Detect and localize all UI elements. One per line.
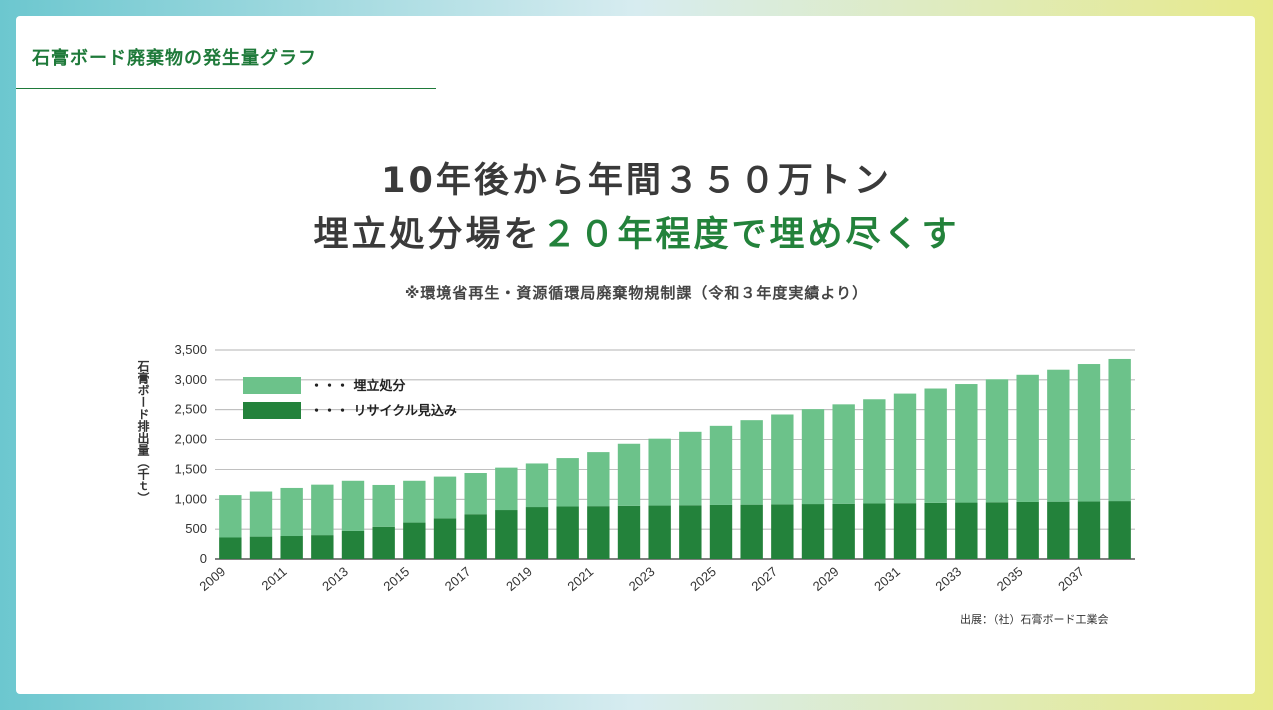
y-axis-label: 石膏ボード排出量（千ｔ） <box>136 360 150 504</box>
headline-line-2-prefix: 埋立処分場を <box>313 215 542 255</box>
y-tick-label: 3,000 <box>174 372 207 387</box>
bar-recycle <box>341 530 365 559</box>
headline-line-1: 10年後から年間３５０万トン <box>381 161 892 201</box>
x-tick-label: 2023 <box>626 564 658 594</box>
bar-landfill <box>893 393 917 504</box>
x-tick-label: 2009 <box>196 564 228 594</box>
bar-recycle <box>219 537 242 559</box>
x-tick-label: 2021 <box>564 564 596 594</box>
x-tick-label: 2035 <box>994 564 1026 594</box>
y-tick-label: 0 <box>200 551 207 566</box>
bar-recycle <box>740 504 763 559</box>
bar-landfill <box>679 431 702 506</box>
bar-landfill <box>709 425 733 505</box>
bar-recycle <box>525 507 549 559</box>
bar-recycle <box>433 518 457 559</box>
x-tick-label: 2031 <box>871 564 903 594</box>
bar-landfill <box>985 379 1009 503</box>
x-tick-label: 2011 <box>259 564 290 593</box>
bar-landfill <box>1108 358 1131 502</box>
x-tick-label: 2025 <box>687 564 719 594</box>
bar-recycle <box>617 505 641 559</box>
legend-recycle-label: ・・・ リサイクル見込み <box>310 403 457 419</box>
bar-landfill <box>1077 364 1101 502</box>
bar-landfill <box>556 458 579 507</box>
bar-recycle <box>801 504 825 559</box>
bar-recycle <box>648 505 671 559</box>
bar-landfill <box>924 388 947 503</box>
x-tick-label: 2029 <box>810 564 842 594</box>
headline-line-2: 埋立処分場を２０年程度で埋め尽くす <box>0 206 1273 257</box>
y-tick-label: 2,500 <box>174 402 207 417</box>
bar-recycle <box>372 526 395 559</box>
bar-landfill <box>863 399 886 504</box>
section-title: 石膏ボード廃棄物の発生量グラフ <box>32 48 317 69</box>
bar-landfill <box>1047 369 1070 502</box>
bar-landfill <box>771 414 794 505</box>
section-title-underline <box>16 88 436 89</box>
x-tick-label: 2019 <box>503 564 535 594</box>
bar-landfill <box>403 480 426 523</box>
bar-landfill <box>1016 374 1039 502</box>
bar-landfill <box>801 409 825 505</box>
y-tick-label: 1,000 <box>174 491 207 506</box>
bar-recycle <box>709 504 733 559</box>
bar-landfill <box>832 404 855 504</box>
x-tick-label: 2017 <box>442 564 474 594</box>
bar-landfill <box>433 476 457 519</box>
bar-landfill <box>955 384 978 503</box>
bar-recycle <box>832 503 855 559</box>
x-tick-label: 2015 <box>380 564 412 594</box>
bar-landfill <box>311 484 334 536</box>
bar-recycle <box>924 502 947 559</box>
footer-source: 出展：（社）石膏ボード工業会 <box>960 613 1109 626</box>
x-tick-label: 2027 <box>748 564 780 594</box>
data-source-note: ※環境省再生・資源循環局廃棄物規制課（令和３年度実績より） <box>404 284 869 302</box>
content-card <box>16 16 1255 694</box>
bar-landfill <box>648 438 671 506</box>
x-tick-label: 2013 <box>319 564 351 594</box>
bar-recycle <box>249 536 273 559</box>
bar-recycle <box>464 514 487 559</box>
legend-landfill-swatch <box>243 377 301 394</box>
x-tick-label: 2037 <box>1055 564 1087 594</box>
bar-landfill <box>495 467 518 511</box>
bar-recycle <box>556 506 579 559</box>
bar-recycle <box>771 504 794 559</box>
bar-recycle <box>1016 501 1039 559</box>
y-tick-label: 3,500 <box>174 342 207 357</box>
bar-recycle <box>863 503 886 559</box>
bar-landfill <box>219 495 242 538</box>
bar-recycle <box>495 510 518 559</box>
bar-landfill <box>525 463 549 508</box>
bar-recycle <box>311 535 334 559</box>
x-tick-label: 2033 <box>932 564 964 594</box>
bar-recycle <box>403 522 426 559</box>
bar-recycle <box>893 503 917 559</box>
bar-landfill <box>587 452 610 507</box>
y-tick-label: 500 <box>185 521 207 536</box>
bar-recycle <box>1077 501 1101 559</box>
bar-recycle <box>587 506 610 559</box>
bar-recycle <box>1108 501 1131 559</box>
bar-landfill <box>617 443 641 506</box>
headline-line-2-accent: ２０年程度で埋め尽くす <box>541 215 960 255</box>
bar-recycle <box>679 505 702 559</box>
bar-recycle <box>985 502 1009 559</box>
bar-landfill <box>464 473 487 515</box>
bar-recycle <box>280 536 303 559</box>
bar-recycle <box>1047 501 1070 559</box>
bar-landfill <box>249 491 273 537</box>
bar-landfill <box>740 420 763 505</box>
legend-landfill-label: ・・・ 埋立処分 <box>310 378 406 394</box>
bar-landfill <box>341 480 365 531</box>
y-tick-label: 1,500 <box>174 461 207 476</box>
y-tick-label: 2,000 <box>174 432 207 447</box>
bar-landfill <box>372 484 395 527</box>
bar-landfill <box>280 487 303 537</box>
legend-recycle-swatch <box>243 402 301 419</box>
bar-recycle <box>955 502 978 559</box>
